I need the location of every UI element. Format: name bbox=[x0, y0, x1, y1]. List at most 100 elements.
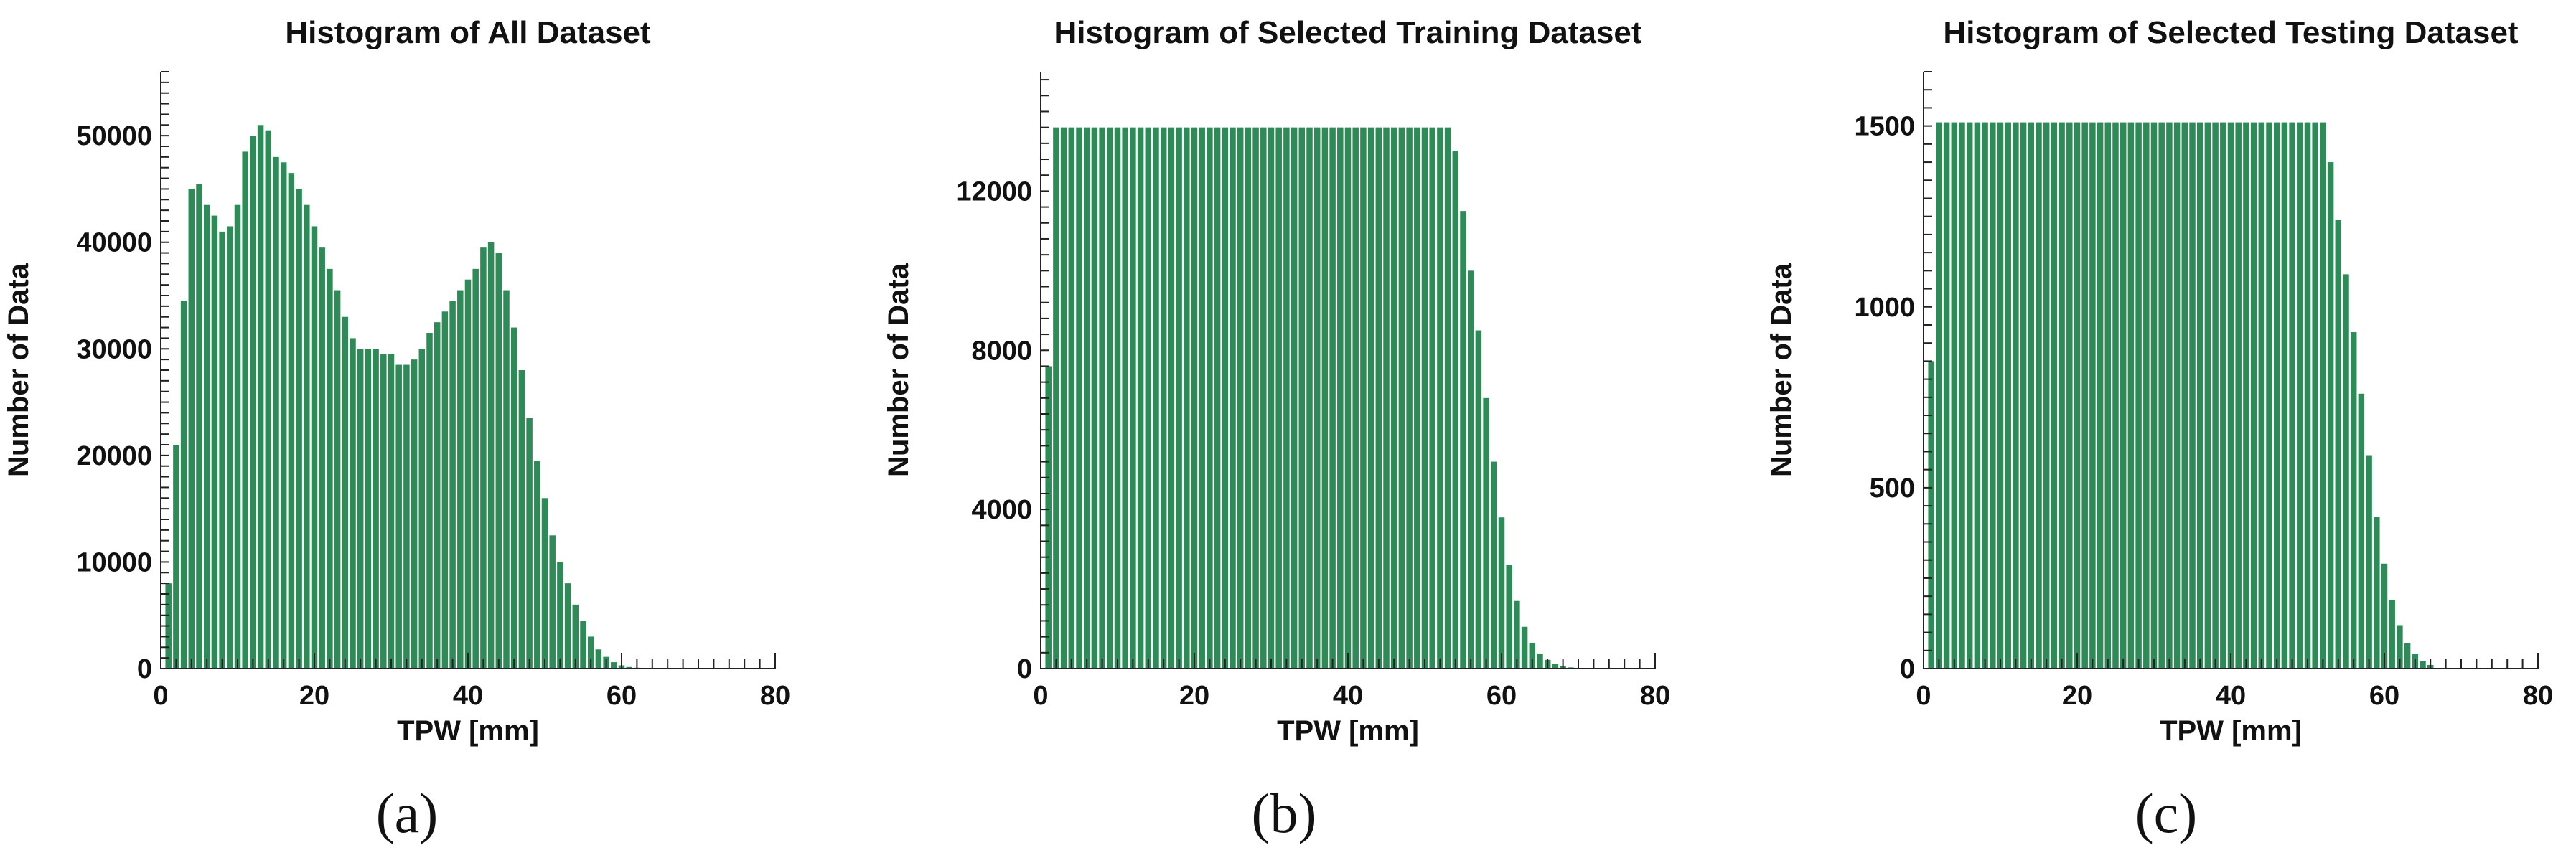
histogram-bar bbox=[1252, 127, 1259, 669]
histogram-bar bbox=[1421, 127, 1428, 669]
histogram-bar bbox=[2120, 122, 2127, 669]
y-axis-label: Number of Data bbox=[883, 263, 914, 477]
histogram-bar bbox=[580, 621, 586, 669]
x-minor-ticks bbox=[1040, 653, 1656, 669]
histogram-bar bbox=[1053, 127, 1059, 669]
x-tick-label: 0 bbox=[153, 681, 168, 711]
y-tick-label: 12000 bbox=[956, 176, 1032, 207]
histogram-bar bbox=[2013, 122, 2019, 669]
histogram-bar bbox=[2397, 625, 2403, 669]
histogram-bar bbox=[2196, 122, 2203, 669]
histogram-bar bbox=[1444, 127, 1451, 669]
histogram-bar bbox=[388, 354, 395, 669]
histogram-bar bbox=[365, 349, 372, 669]
histogram-bar bbox=[595, 649, 602, 669]
histogram-bar bbox=[1321, 127, 1329, 669]
y-minor-ticks bbox=[1041, 79, 1049, 669]
x-axis-label: TPW [mm] bbox=[397, 715, 539, 747]
histogram-bar bbox=[1506, 565, 1512, 669]
histogram-bar bbox=[1298, 127, 1306, 669]
histogram-bar bbox=[2297, 122, 2303, 669]
histogram-bar bbox=[2166, 122, 2173, 669]
histogram-bar bbox=[2327, 162, 2334, 669]
histogram-bar bbox=[2020, 122, 2027, 669]
histogram-bar bbox=[2089, 122, 2096, 669]
histogram-bar bbox=[434, 322, 441, 669]
histogram-bar bbox=[2143, 122, 2150, 669]
histogram-bar bbox=[1245, 127, 1252, 669]
histogram-bar bbox=[395, 364, 402, 669]
histogram-bar bbox=[1460, 211, 1466, 669]
histogram-bar bbox=[2028, 122, 2035, 669]
y-tick-label: 500 bbox=[1870, 473, 1915, 504]
histogram-bar bbox=[2135, 122, 2142, 669]
histogram-bar bbox=[1928, 361, 1934, 669]
histogram-bar bbox=[2043, 122, 2050, 669]
histogram-bar bbox=[1997, 122, 2004, 669]
histogram-bar bbox=[1437, 127, 1443, 669]
histogram-bar bbox=[1406, 127, 1413, 669]
histogram-bar bbox=[1275, 127, 1282, 669]
histogram-bar bbox=[173, 445, 179, 669]
histogram-bar bbox=[1068, 127, 1075, 669]
histogram-bar bbox=[280, 162, 287, 669]
x-tick-label: 0 bbox=[1916, 681, 1931, 711]
histogram-bar bbox=[1398, 127, 1405, 669]
histogram-bar bbox=[518, 370, 525, 669]
histogram-bar bbox=[2104, 122, 2112, 669]
histogram-bar bbox=[1153, 127, 1159, 669]
histogram-bar bbox=[557, 562, 563, 669]
histogram-bar bbox=[1091, 127, 1098, 669]
histogram-bar bbox=[2204, 122, 2211, 669]
histogram-bar bbox=[296, 189, 302, 669]
histogram-bar bbox=[380, 354, 387, 669]
histogram-bar bbox=[1122, 127, 1128, 669]
histogram-bar bbox=[373, 349, 379, 669]
histogram-bar bbox=[242, 151, 248, 669]
histogram-bar bbox=[572, 604, 579, 669]
histogram-bar bbox=[327, 268, 333, 669]
histogram-bar bbox=[534, 461, 540, 669]
histogram-bar bbox=[1184, 127, 1190, 669]
histogram-bar bbox=[1222, 127, 1229, 669]
chart-title: Histogram of All Dataset bbox=[285, 15, 651, 50]
histogram-bar bbox=[2059, 122, 2065, 669]
x-tick-label: 80 bbox=[1640, 681, 1670, 711]
histogram-bar bbox=[203, 204, 210, 669]
histogram-bar bbox=[1268, 127, 1275, 669]
histogram-bar bbox=[2381, 563, 2388, 669]
y-tick-label: 0 bbox=[1900, 654, 1915, 684]
histogram-bar bbox=[2273, 122, 2280, 669]
histogram-bar bbox=[1966, 122, 1973, 669]
histogram-bar bbox=[311, 226, 318, 669]
histogram-bar bbox=[2051, 122, 2058, 669]
y-tick-label: 1500 bbox=[1854, 112, 1915, 142]
histogram-bar bbox=[2343, 274, 2349, 669]
histogram-bar bbox=[1367, 127, 1374, 669]
histogram-bar bbox=[2036, 122, 2042, 669]
histogram-bar bbox=[2127, 122, 2135, 669]
histogram-bar bbox=[464, 279, 472, 669]
x-minor-ticks bbox=[1923, 653, 2539, 669]
histogram-bar bbox=[472, 268, 479, 669]
histogram-bar bbox=[273, 156, 279, 669]
histogram-bar bbox=[1943, 122, 1950, 669]
y-tick-label: 4000 bbox=[971, 495, 1032, 525]
x-tick-label: 80 bbox=[2523, 681, 2553, 711]
histogram-bar bbox=[1329, 127, 1336, 669]
histogram-bar bbox=[2097, 122, 2104, 669]
histogram-bar bbox=[2189, 122, 2196, 669]
histogram-bar bbox=[611, 662, 617, 669]
y-tick-label: 30000 bbox=[76, 334, 152, 364]
histogram-bar bbox=[1475, 330, 1482, 669]
y-axis-label: Number of Data bbox=[3, 263, 34, 477]
histogram-bar bbox=[1951, 122, 1958, 669]
histogram-bar bbox=[288, 173, 295, 669]
x-tick-label: 40 bbox=[2216, 681, 2246, 711]
x-minor-ticks bbox=[160, 653, 776, 669]
histogram-bar bbox=[2404, 643, 2411, 669]
histogram-bar bbox=[2158, 122, 2165, 669]
histogram-bar bbox=[626, 666, 632, 669]
histogram-bar bbox=[357, 349, 364, 669]
histogram-bar bbox=[196, 184, 202, 669]
